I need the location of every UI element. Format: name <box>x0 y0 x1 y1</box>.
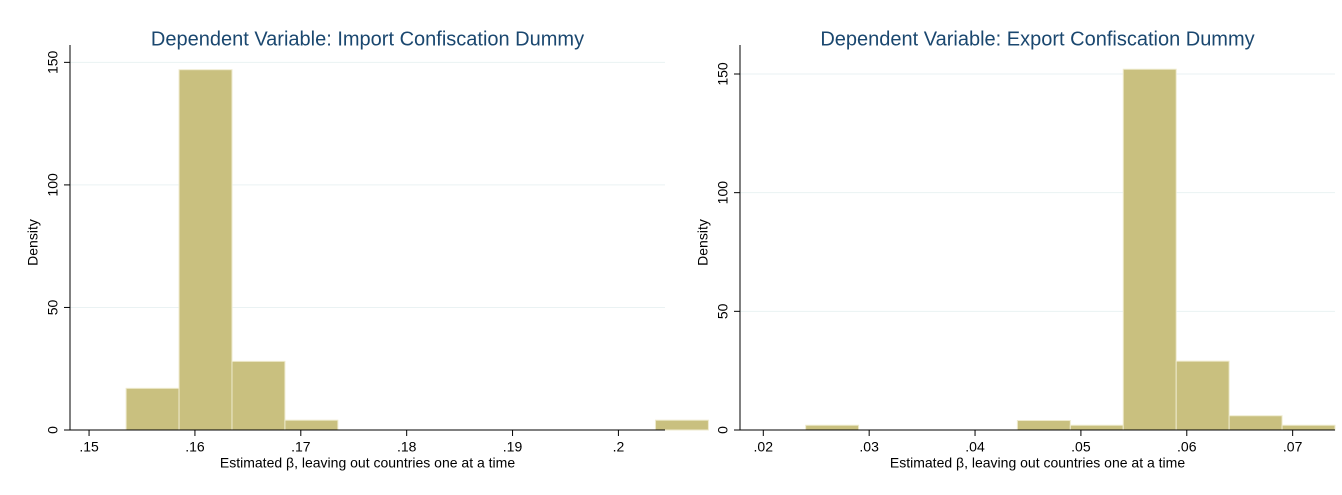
bar <box>284 419 339 431</box>
x-tick-label: .07 <box>1283 439 1303 455</box>
bar <box>231 360 286 431</box>
y-tick-label: 150 <box>45 50 61 74</box>
x-tick-label: .19 <box>503 439 523 455</box>
bar <box>1069 424 1124 431</box>
chart-title: Dependent Variable: Import Confiscation … <box>151 28 584 50</box>
y-axis-label: Density <box>25 219 41 266</box>
x-tick-label: .02 <box>754 439 774 455</box>
y-tick-label: 50 <box>45 299 61 315</box>
bar <box>805 424 860 431</box>
x-tick-label: .16 <box>185 439 205 455</box>
y-tick-label: 50 <box>715 303 731 319</box>
bar <box>1281 424 1336 431</box>
bar <box>654 419 709 431</box>
bar <box>1228 415 1283 431</box>
bar <box>125 387 180 431</box>
bar <box>178 69 233 431</box>
x-tick-label: .04 <box>965 439 985 455</box>
bar <box>1016 420 1071 431</box>
x-tick-label: .18 <box>397 439 417 455</box>
bar <box>1175 360 1230 431</box>
x-tick-label: .05 <box>1071 439 1091 455</box>
x-tick-label: .06 <box>1177 439 1197 455</box>
x-tick-label: .17 <box>291 439 311 455</box>
y-tick-label: 100 <box>715 181 731 205</box>
y-tick-label: 0 <box>45 426 61 434</box>
x-axis-label: Estimated β, leaving out countries one a… <box>220 455 515 471</box>
y-tick-label: 100 <box>45 173 61 197</box>
x-tick-label: .2 <box>613 439 625 455</box>
y-tick-label: 0 <box>715 426 731 434</box>
y-tick-label: 150 <box>715 62 731 86</box>
x-tick-label: .03 <box>859 439 879 455</box>
y-axis-label: Density <box>695 219 711 266</box>
x-axis-label: Estimated β, leaving out countries one a… <box>890 455 1185 471</box>
bar <box>1122 68 1177 431</box>
chart-title: Dependent Variable: Export Confiscation … <box>820 28 1254 50</box>
x-tick-label: .15 <box>79 439 99 455</box>
